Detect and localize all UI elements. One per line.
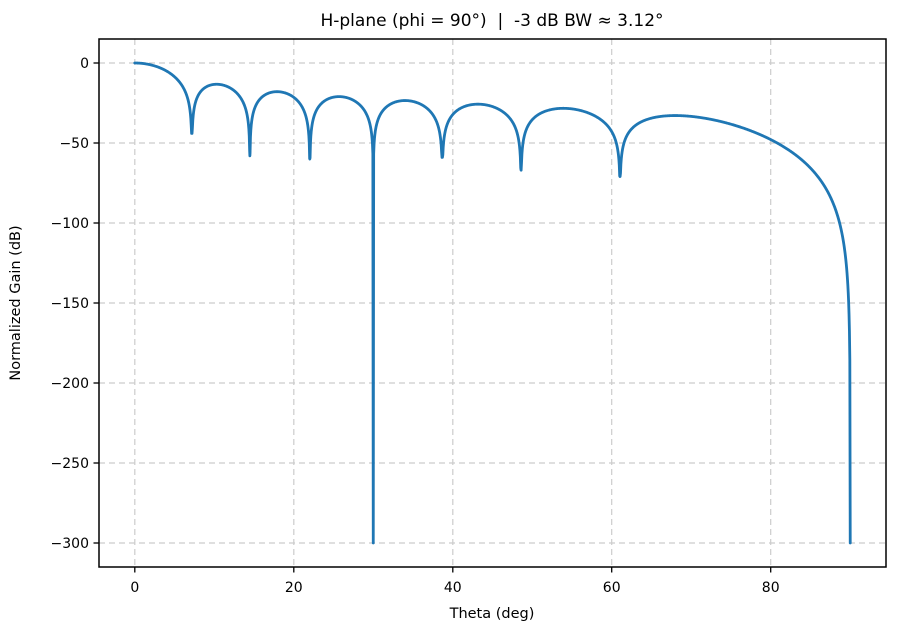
- x-tick-label: 60: [603, 580, 621, 596]
- y-tick-label: −150: [51, 296, 89, 312]
- y-tick-label: 0: [80, 56, 89, 72]
- y-axis-ticks: 0 −50 −100 −150 −200 −250 −300: [51, 56, 99, 552]
- y-tick-label: −50: [59, 136, 89, 152]
- x-axis-ticks: 0 20 40 60 80: [130, 567, 780, 596]
- x-tick-label: 40: [444, 580, 462, 596]
- x-tick-label: 20: [285, 580, 303, 596]
- grid-lines: [99, 39, 886, 567]
- x-axis-label: Theta (deg): [449, 606, 535, 622]
- y-tick-label: −250: [51, 456, 89, 472]
- y-tick-label: −200: [51, 376, 89, 392]
- x-tick-label: 80: [762, 580, 780, 596]
- y-tick-label: −300: [51, 536, 89, 552]
- y-tick-label: −100: [51, 216, 89, 232]
- gain-curve: [133, 61, 852, 545]
- y-axis-label: Normalized Gain (dB): [8, 225, 24, 380]
- chart-title: H-plane (phi = 90°) | -3 dB BW ≈ 3.12°: [320, 11, 663, 31]
- x-tick-label: 0: [130, 580, 139, 596]
